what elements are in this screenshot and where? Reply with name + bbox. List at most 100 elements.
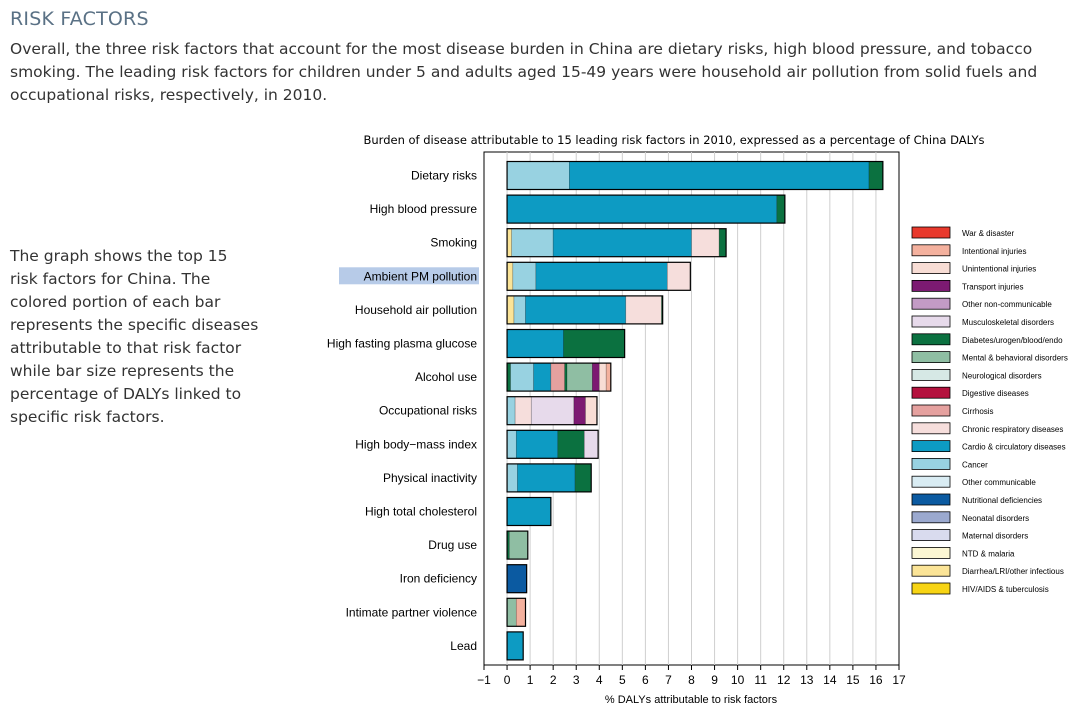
category-label: Dietary risks [411, 169, 477, 183]
bar-segment-unintentional-injuries [598, 362, 607, 392]
legend-swatch-nutritional-deficiencies [911, 493, 951, 506]
bar-alcohol-use [506, 362, 612, 392]
category-label: Smoking [430, 236, 477, 250]
bar-segment-mental-behavioral-disorders [566, 362, 593, 392]
bar-segment-chronic-respiratory-diseases [514, 396, 532, 426]
legend-swatch-other-non-communicable [911, 297, 951, 310]
bar-segment-chronic-respiratory-diseases [691, 228, 720, 257]
bar-segment-cardio-circulatory-diseases [506, 329, 564, 358]
legend-label: Digestive diseases [962, 389, 1029, 398]
chart-title: Burden of disease attributable to 15 lea… [363, 133, 984, 147]
category-label: High body−mass index [355, 437, 477, 451]
bar-segment-cancer [512, 261, 537, 291]
bar-segment-unintentional-injuries [585, 396, 598, 426]
x-tick-label: 0 [504, 673, 511, 687]
x-tick-label: −1 [477, 673, 491, 687]
category-label: Alcohol use [415, 370, 477, 384]
legend-label: Neonatal disorders [962, 514, 1029, 523]
bar-segment-intentional-injuries [515, 597, 526, 627]
legend-swatch-other-communicable [911, 475, 951, 488]
legend-label: Cancer [962, 460, 988, 469]
bar-segment-transport-injuries [573, 396, 586, 426]
legend-swatch-digestive-diseases [911, 386, 951, 399]
bar-segment-mental-behavioral-disorders [506, 597, 517, 627]
bar-physical-inactivity [506, 463, 592, 493]
legend-swatch-neonatal-disorders [911, 511, 951, 524]
category-label: High total cholesterol [365, 505, 477, 519]
bar-segment-cardio-circulatory-diseases [506, 194, 778, 224]
bar-segment-chronic-respiratory-diseases [625, 295, 662, 325]
legend-label: Neurological disorders [962, 371, 1042, 380]
bar-high-body-mass-index [506, 429, 599, 459]
bar-intimate-partner-violence [506, 597, 527, 627]
legend-swatch-unintentional-injuries [911, 262, 951, 275]
x-tick-label: 6 [642, 673, 649, 687]
legend-swatch-hiv-aids-tuberculosis [911, 582, 951, 595]
legend-swatch-cirrhosis [911, 404, 951, 417]
legend-label: Other communicable [962, 478, 1036, 487]
x-tick-label: 13 [800, 673, 814, 687]
bar-segment-transport-injuries [592, 362, 600, 392]
legend-swatch-cardio-circulatory-diseases [911, 440, 951, 453]
bar-household-air-pollution [506, 295, 664, 325]
legend-label: War & disaster [962, 229, 1014, 238]
x-tick-label: 7 [665, 673, 672, 687]
x-tick-label: 10 [731, 673, 745, 687]
bar-segment-cirrhosis [550, 362, 565, 392]
bar-segment-musculoskeletal-disorders [530, 396, 575, 426]
bar-segment-cardio-circulatory-diseases [517, 463, 576, 493]
legend-label: Mental & behavioral disorders [962, 354, 1068, 363]
legend-label: Nutritional deficiencies [962, 496, 1042, 505]
bar-segment-diabetes-urogen-blood-endo [564, 362, 568, 392]
bar-high-total-cholesterol [506, 496, 552, 527]
legend-label: Chronic respiratory diseases [962, 425, 1063, 434]
bar-smoking [506, 228, 727, 258]
legend-swatch-diabetes-urogen-blood-endo [911, 333, 951, 346]
bar-segment-cardio-circulatory-diseases [552, 228, 692, 257]
legend-label: Transport injuries [962, 282, 1024, 291]
legend-label: Unintentional injuries [962, 265, 1036, 274]
x-tick-label: 11 [754, 673, 767, 687]
legend-swatch-transport-injuries [911, 279, 951, 292]
x-tick-label: 12 [777, 673, 791, 687]
x-tick-label: 1 [527, 673, 534, 687]
category-label: Physical inactivity [383, 471, 477, 485]
bars-layer [506, 160, 884, 661]
bar-segment-cancer [506, 429, 517, 459]
bar-segment-cancer [511, 228, 554, 257]
bar-iron-deficiency [506, 564, 528, 594]
bar-segment-cardio-circulatory-diseases [525, 295, 627, 325]
bar-segment-intentional-injuries [605, 362, 612, 392]
bar-high-blood-pressure [506, 194, 786, 224]
legend-swatch-ntd-malaria [911, 547, 951, 559]
bar-segment-diabetes-urogen-blood-endo [868, 161, 884, 190]
bar-segment-cancer [510, 362, 534, 392]
x-tick-label: 9 [711, 673, 718, 687]
legend-label: Musculoskeletal disorders [962, 318, 1054, 327]
legend-label: Diabetes/urogen/blood/endo [962, 336, 1063, 345]
bar-occupational-risks [506, 396, 598, 426]
bar-segment-cardio-circulatory-diseases [515, 429, 559, 459]
bar-segment-diabetes-urogen-blood-endo [563, 329, 625, 358]
bar-segment-cardio-circulatory-diseases [569, 161, 870, 190]
bar-high-fasting-plasma-glucose [506, 328, 626, 359]
bar-dietary-risks [506, 160, 884, 191]
bar-segment-diabetes-urogen-blood-endo [776, 194, 786, 224]
bar-segment-cancer [513, 295, 526, 325]
legend-label: Cardio & circulatory diseases [962, 443, 1066, 452]
bar-segment-cardio-circulatory-diseases [535, 261, 668, 291]
category-label: Ambient PM pollution [364, 269, 477, 283]
category-label: Intimate partner violence [346, 605, 478, 619]
legend-swatch-maternal-disorders [911, 529, 951, 541]
x-tick-label: 16 [869, 673, 883, 687]
bar-segment-diarrhea-lri-other-infectious [506, 295, 515, 325]
bar-segment-mental-behavioral-disorders [509, 530, 529, 560]
category-label: High fasting plasma glucose [327, 337, 477, 351]
bar-segment-musculoskeletal-disorders [583, 429, 599, 459]
x-tick-label: 2 [550, 673, 557, 687]
bar-segment-diarrhea-lri-other-infectious [506, 228, 512, 257]
x-axis-label: % DALYs attributable to risk factors [605, 694, 778, 706]
legend-label: NTD & malaria [962, 549, 1015, 558]
intro-paragraph: Overall, the three risk factors that acc… [10, 40, 1038, 104]
